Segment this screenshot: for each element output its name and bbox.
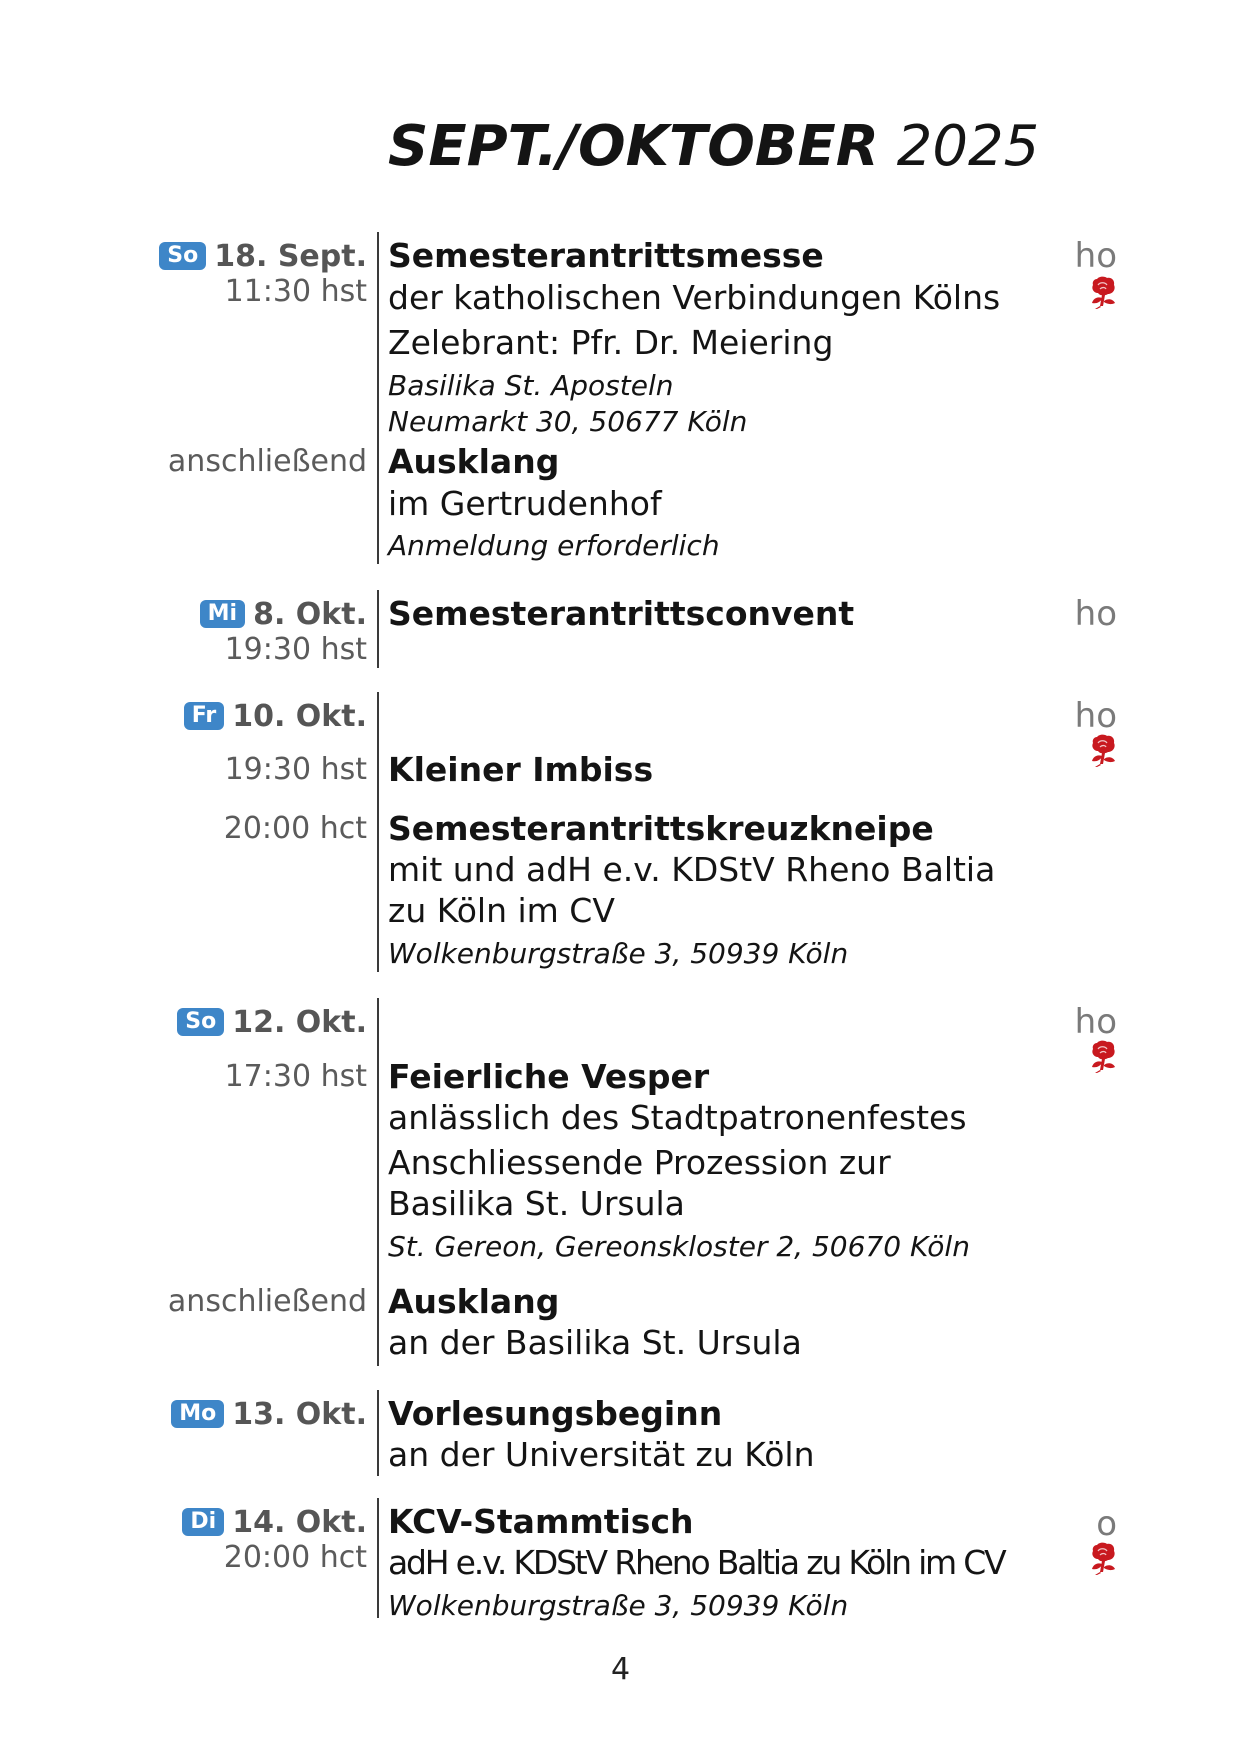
event-location: Wolkenburgstraße 3, 50939 Köln bbox=[388, 1589, 849, 1622]
event-line: Basilika St. Ursula bbox=[388, 1184, 685, 1223]
date-text: 10. Okt. bbox=[232, 698, 367, 734]
event-date: Mi 8. Okt. bbox=[199, 596, 367, 632]
event-tag: ho bbox=[1074, 1002, 1117, 1042]
date-text: 18. Sept. bbox=[214, 238, 367, 274]
item-title: Kleiner Imbiss bbox=[388, 750, 654, 789]
event-line: der katholischen Verbindungen Kölns bbox=[388, 278, 1001, 317]
followup-title: Ausklang bbox=[388, 1282, 560, 1321]
weekday-badge: Mi bbox=[199, 600, 246, 628]
rose-icon bbox=[1088, 734, 1118, 768]
event-time: 19:30 hst bbox=[224, 632, 367, 667]
date-text: 8. Okt. bbox=[253, 596, 367, 632]
item-title: Semesterantrittskreuzkneipe bbox=[388, 809, 934, 848]
event-time: 20:00 hct bbox=[223, 1540, 367, 1575]
date-text: 12. Okt. bbox=[232, 1004, 367, 1040]
event-title: Semesterantrittsmesse bbox=[388, 236, 824, 275]
item-line: zu Köln im CV bbox=[388, 891, 615, 930]
rose-icon bbox=[1088, 1040, 1118, 1074]
event-title: Feierliche Vesper bbox=[388, 1057, 710, 1096]
page-number: 4 bbox=[610, 1652, 631, 1687]
event-title: Vorlesungsbeginn bbox=[388, 1394, 723, 1433]
timeline-rule bbox=[377, 998, 379, 1366]
date-text: 14. Okt. bbox=[232, 1504, 367, 1540]
event-time: 11:30 hst bbox=[224, 274, 367, 309]
weekday-badge: Di bbox=[182, 1508, 225, 1536]
followup-title: Ausklang bbox=[388, 442, 560, 481]
timeline-rule bbox=[377, 1498, 379, 1618]
timeline-rule bbox=[377, 692, 379, 972]
event-date: Fr 10. Okt. bbox=[183, 698, 367, 734]
event-line: an der Universität zu Köln bbox=[388, 1435, 815, 1474]
item-line: mit und adH e.v. KDStV Rheno Baltia bbox=[388, 850, 996, 889]
event-time: 17:30 hst bbox=[224, 1059, 367, 1094]
event-location: Basilika St. Aposteln bbox=[388, 369, 674, 402]
timeline-rule bbox=[377, 232, 379, 564]
item-time: 20:00 hct bbox=[223, 811, 367, 846]
timeline-rule bbox=[377, 590, 379, 668]
item-location: Wolkenburgstraße 3, 50939 Köln bbox=[388, 937, 849, 970]
followup-label: anschließend bbox=[167, 1284, 367, 1319]
title-months: SEPT./OKTOBER bbox=[388, 114, 879, 179]
date-text: 13. Okt. bbox=[232, 1396, 367, 1432]
event-tag: ho bbox=[1074, 236, 1117, 276]
weekday-badge: Fr bbox=[183, 702, 225, 730]
followup-label: anschließend bbox=[167, 444, 367, 479]
item-time: 19:30 hst bbox=[224, 752, 367, 787]
event-tag: o bbox=[1096, 1504, 1117, 1544]
followup-note: Anmeldung erforderlich bbox=[388, 529, 720, 562]
event-line: adH e.v. KDStV Rheno Baltia zu Köln im C… bbox=[388, 1543, 1007, 1582]
weekday-badge: So bbox=[159, 242, 207, 270]
weekday-badge: So bbox=[177, 1008, 225, 1036]
followup-line: im Gertrudenhof bbox=[388, 484, 662, 523]
event-tag: ho bbox=[1074, 594, 1117, 634]
event-location: St. Gereon, Gereonskloster 2, 50670 Köln bbox=[388, 1230, 970, 1263]
followup-line: an der Basilika St. Ursula bbox=[388, 1323, 802, 1362]
weekday-badge: Mo bbox=[171, 1400, 225, 1428]
event-title: Semesterantrittsconvent bbox=[388, 594, 855, 633]
event-address: Neumarkt 30, 50677 Köln bbox=[388, 405, 748, 438]
page-title: SEPT./OKTOBER 2025 bbox=[388, 112, 1039, 182]
event-date: Mo 13. Okt. bbox=[171, 1396, 367, 1432]
event-tag: ho bbox=[1074, 696, 1117, 736]
event-line: Zelebrant: Pfr. Dr. Meiering bbox=[388, 323, 834, 362]
event-date: So 18. Sept. bbox=[159, 238, 367, 274]
event-line: anlässlich des Stadtpatronenfestes bbox=[388, 1098, 967, 1137]
title-year: 2025 bbox=[896, 114, 1040, 179]
rose-icon bbox=[1088, 276, 1118, 310]
timeline-rule bbox=[377, 1390, 379, 1476]
event-date: So 12. Okt. bbox=[177, 1004, 367, 1040]
event-date: Di 14. Okt. bbox=[182, 1504, 367, 1540]
rose-icon bbox=[1088, 1542, 1118, 1576]
event-title: KCV-Stammtisch bbox=[388, 1502, 694, 1541]
event-line: Anschliessende Prozession zur bbox=[388, 1143, 891, 1182]
